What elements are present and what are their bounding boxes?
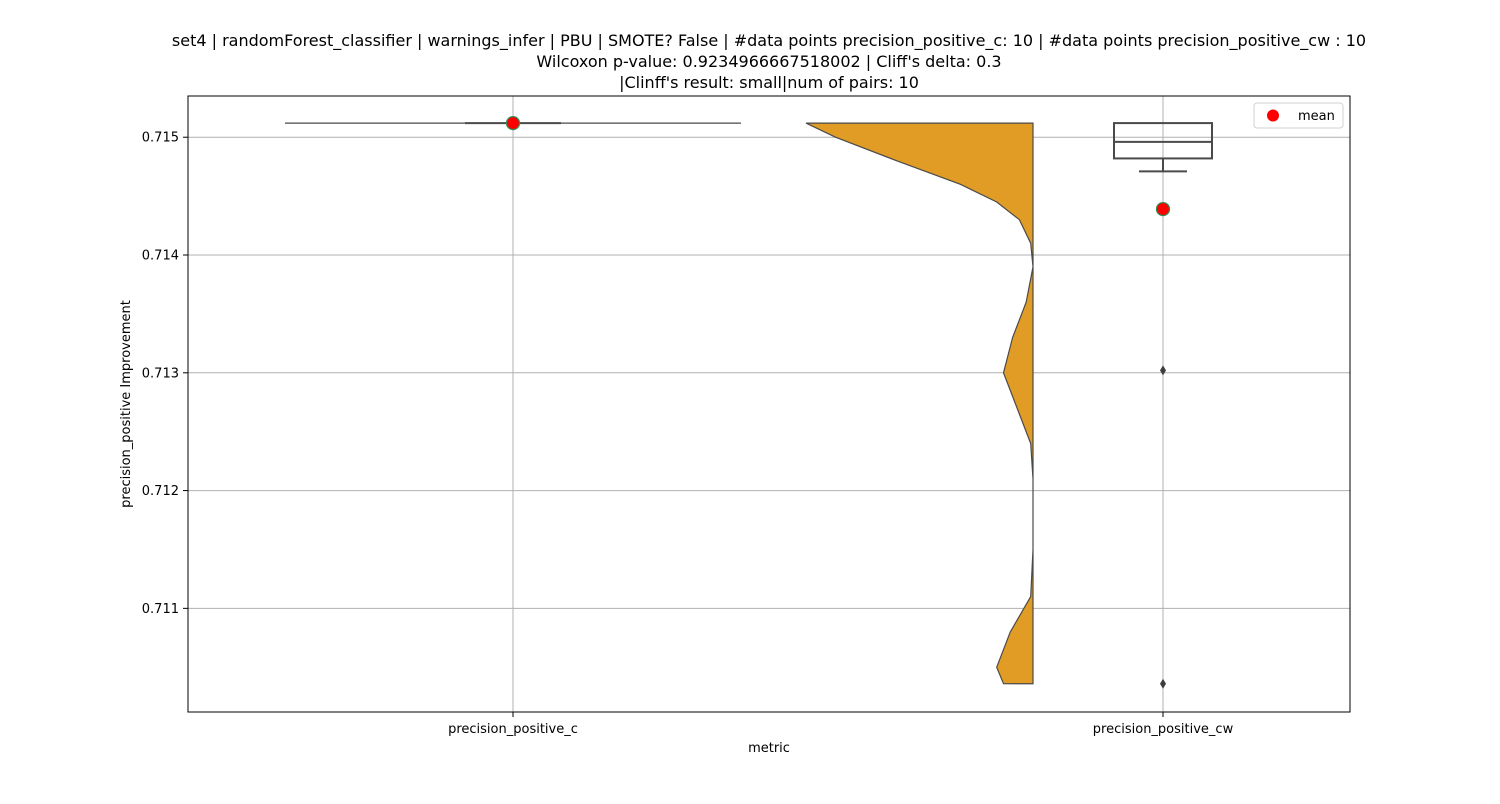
plot-area [285, 115, 1213, 689]
chart-title-line-2: Wilcoxon p-value: 0.9234966667518002 | C… [536, 52, 1001, 71]
y-tick-label: 0.712 [142, 484, 179, 499]
violin-precision_positive_cw [805, 122, 1034, 685]
box-outlier-point [1160, 365, 1166, 376]
chart-legend: mean [1253, 102, 1344, 129]
plot-frame [187, 95, 1351, 713]
legend-frame [1253, 102, 1344, 129]
legend-label-mean: mean [1298, 109, 1335, 124]
chart-title-line-1: set4 | randomForest_classifier | warning… [172, 31, 1366, 51]
x-tick-label: precision_positive_cw [1093, 722, 1234, 737]
box-outlier-point [1160, 678, 1166, 689]
y-tick-label: 0.714 [142, 249, 179, 264]
y-tick-label: 0.715 [142, 131, 179, 146]
mean-marker-precision_positive_c [505, 115, 521, 131]
legend-mean-marker [1267, 109, 1279, 122]
y-tick-label: 0.713 [142, 366, 179, 381]
grid-lines [188, 96, 1350, 712]
x-tick-label: precision_positive_c [448, 722, 578, 737]
chart-title-line-3: |Clinff's result: small|num of pairs: 10 [619, 73, 919, 92]
axis-ticks: 0.711 0.712 0.713 0.714 0.715 precision_posit… [142, 131, 1234, 737]
y-axis-label: precision_positive Improvement [119, 300, 134, 508]
mean-marker-precision_positive_cw [1155, 201, 1171, 217]
x-axis-label: metric [748, 741, 790, 756]
y-tick-label: 0.711 [142, 602, 179, 617]
